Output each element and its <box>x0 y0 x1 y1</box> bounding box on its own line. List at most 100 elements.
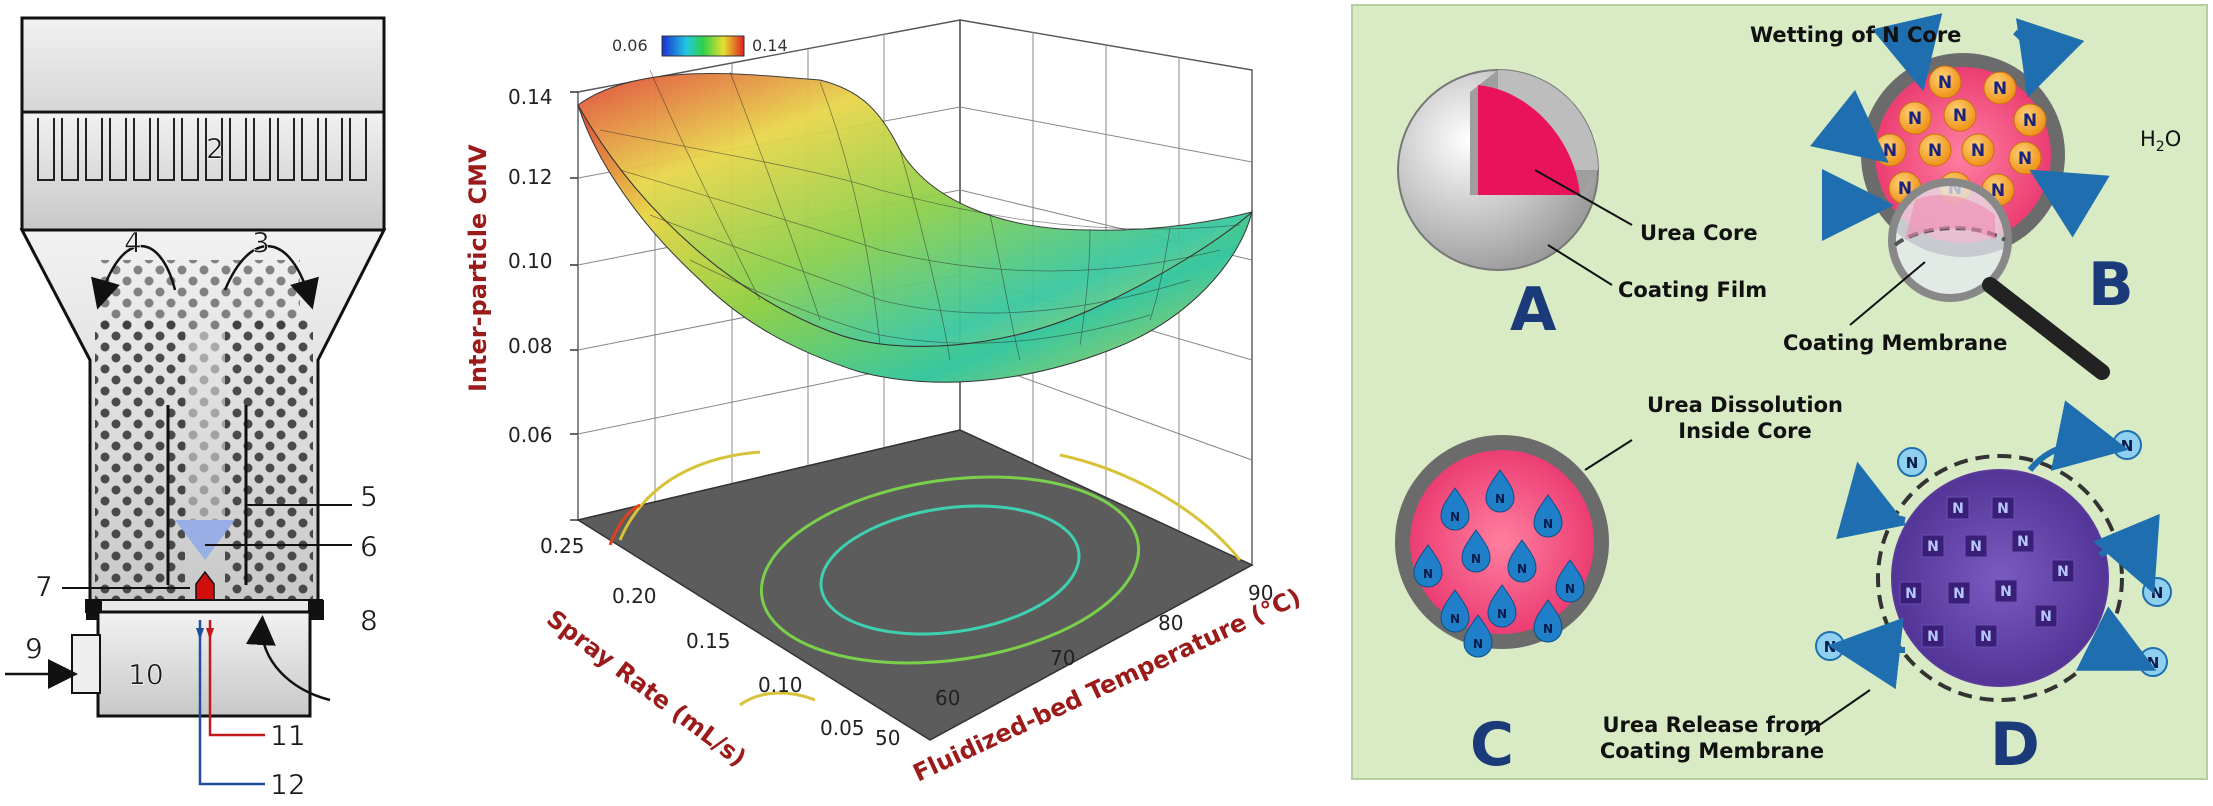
z-axis-label: Inter-particle CMV <box>464 144 492 392</box>
label-8: 8 <box>360 604 378 637</box>
n-glyph: N <box>1423 567 1433 581</box>
spray-tick-3: 0.15 <box>686 629 731 653</box>
colorbar-max: 0.14 <box>752 36 788 55</box>
panel-a-particle <box>1397 69 1633 286</box>
n-glyph: N <box>1497 607 1507 621</box>
n-glyph: N <box>2000 584 2012 600</box>
fluidized-bed-diagram <box>5 16 387 786</box>
n-glyph: N <box>1450 612 1460 626</box>
n-glyph: N <box>1883 141 1897 161</box>
water-label: H2O <box>2140 127 2181 155</box>
contour-floor <box>576 429 1254 741</box>
filter-bags <box>37 118 367 181</box>
water-drops <box>1413 469 1585 658</box>
label-11: 11 <box>270 719 306 752</box>
n-glyph: N <box>1971 141 1985 161</box>
z-tick-4: 0.08 <box>508 334 553 358</box>
n-glyph: N <box>2023 111 2037 131</box>
dissolution-label-1: Urea Dissolution <box>1647 393 1843 417</box>
recirculation-arrow-3 <box>223 245 319 310</box>
n-glyph: N <box>1495 492 1505 506</box>
panel-c-particle: N N N N N N N N N N N <box>1395 435 1633 658</box>
n-glyph: N <box>1471 552 1481 566</box>
n-glyph: N <box>1938 73 1952 93</box>
n-glyph: N <box>1997 501 2009 517</box>
n-glyph: N <box>1450 510 1460 524</box>
n-glyph: N <box>1906 454 1919 472</box>
n-glyph: N <box>1953 586 1965 602</box>
release-label-2: Coating Membrane <box>1600 739 1824 763</box>
release-mechanism-panel: N N N N N N N N N N N N <box>1351 4 2208 780</box>
spray-tick-5: 0.05 <box>820 716 865 740</box>
n-glyph: N <box>1927 629 1939 645</box>
colorbar-min: 0.06 <box>612 36 648 55</box>
z-tick-5: 0.06 <box>508 423 553 447</box>
surface-mesh <box>599 69 1241 361</box>
spray-tick-2: 0.20 <box>612 584 657 608</box>
label-2: 2 <box>206 132 224 165</box>
urea-core-label: Urea Core <box>1640 221 1758 245</box>
n-glyph: N <box>1953 106 1967 126</box>
spray-cone <box>175 520 235 560</box>
line-11 <box>208 620 265 737</box>
n-glyph: N <box>1543 517 1553 531</box>
label-9: 9 <box>25 632 43 665</box>
n-glyph: N <box>2147 654 2160 672</box>
n-glyph: N <box>1928 141 1942 161</box>
n-glyph: N <box>1908 109 1922 129</box>
n-glyph: N <box>1991 181 2005 201</box>
response-surface-plot <box>570 19 1254 741</box>
air-inlet-arrow-8 <box>245 615 331 702</box>
panel-letter-a: A <box>1510 275 1557 345</box>
n-glyph: N <box>1824 638 1837 656</box>
temp-tick-2: 60 <box>935 686 960 710</box>
temp-tick-4: 80 <box>1158 611 1183 635</box>
temp-tick-5: 90 <box>1248 581 1273 605</box>
n-glyph: N <box>1905 586 1917 602</box>
panel-letter-c: C <box>1470 710 1514 780</box>
panel-letter-d: D <box>1990 710 2040 780</box>
spray-tick-4: 0.10 <box>758 673 803 697</box>
n-glyph: N <box>2018 149 2032 169</box>
n-glyph: N <box>1517 562 1527 576</box>
n-glyph: N <box>2057 564 2069 580</box>
n-glyph: N <box>1543 622 1553 636</box>
label-5: 5 <box>360 480 378 513</box>
release-label-1: Urea Release from <box>1602 713 1821 737</box>
water-arrows <box>1810 13 2110 241</box>
dissolution-label-2: Inside Core <box>1678 419 1812 443</box>
magnifier-handle <box>1982 277 2110 380</box>
coating-membrane-label: Coating Membrane <box>1783 331 2007 355</box>
n-glyph: N <box>2040 609 2052 625</box>
recirculation-arrow-4 <box>91 245 177 310</box>
n-glyph: N <box>1565 582 1575 596</box>
label-10: 10 <box>128 658 164 691</box>
z-tick-2: 0.12 <box>508 165 553 189</box>
temp-tick-3: 70 <box>1050 646 1075 670</box>
z-tick-1: 0.14 <box>508 85 553 109</box>
n-glyph: N <box>1473 637 1483 651</box>
n-glyph: N <box>1980 629 1992 645</box>
label-6: 6 <box>360 530 378 563</box>
n-glyph: N <box>2017 534 2029 550</box>
colorbar <box>661 35 745 57</box>
wetting-label: Wetting of N Core <box>1750 23 1961 47</box>
label-4: 4 <box>124 226 142 259</box>
floor-contours <box>608 450 1242 707</box>
n-glyph: N <box>1970 539 1982 555</box>
n-glyph: N <box>2151 584 2164 602</box>
temp-tick-1: 50 <box>875 726 900 750</box>
n-glyph: N <box>1927 539 1939 555</box>
n-glyph: N <box>2121 437 2134 455</box>
label-12: 12 <box>270 768 306 801</box>
panel-d-particle: N N N N N N N N N N N N N N N N <box>1804 400 2172 736</box>
coating-film-label: Coating Film <box>1618 278 1767 302</box>
urea-core-wedge <box>1478 85 1580 195</box>
z-tick-3: 0.10 <box>508 249 553 273</box>
line-12 <box>198 620 265 786</box>
panel-b-particle: N N N N N N N N N N N N <box>1810 13 2110 380</box>
spray-tick-1: 0.25 <box>540 534 585 558</box>
label-3: 3 <box>252 226 270 259</box>
label-7: 7 <box>35 570 53 603</box>
